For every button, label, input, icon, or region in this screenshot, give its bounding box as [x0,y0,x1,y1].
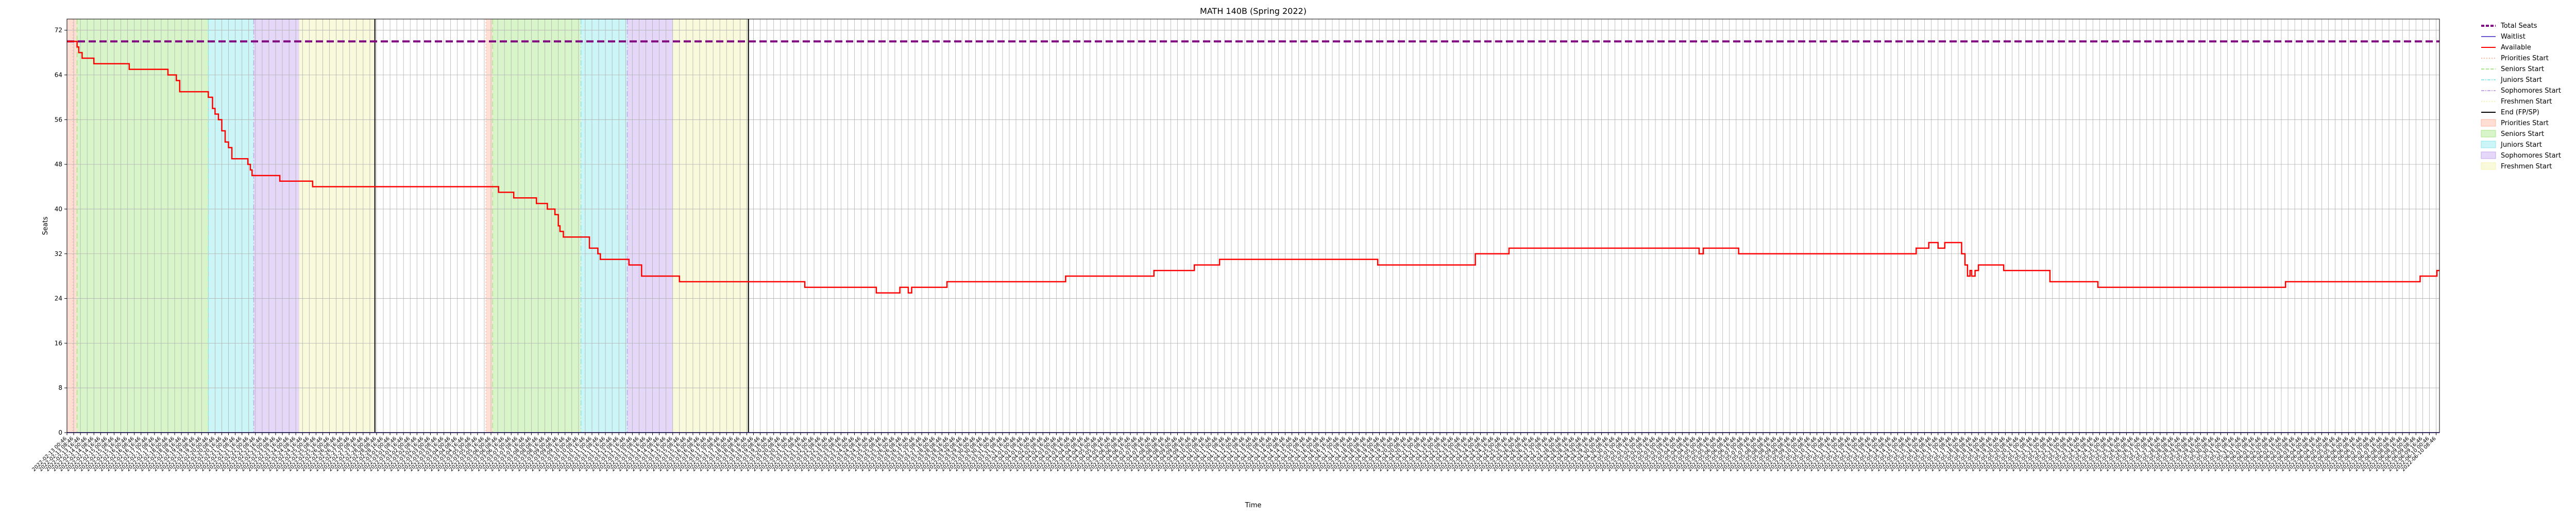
registration-vertical-lines [72,19,749,433]
legend-label: Sophomores Start [2501,87,2561,95]
grid-lines [66,19,2439,433]
span-seniors-start [77,19,209,433]
x-axis-label: Time [1245,502,1262,509]
y-axis-label: Seats [42,216,49,235]
legend-label: Sophomores Start [2501,152,2561,160]
series-available [67,41,2439,294]
legend-swatch-patch [2481,141,2496,148]
legend-label: Total Seats [2500,22,2537,30]
y-tick-label: 8 [58,384,62,391]
y-axis: 0 8 16 24 32 40 48 56 64 72 [55,27,67,436]
legend-swatch-patch [2481,162,2496,170]
plot-frame [66,19,2440,433]
span-freshmen-start [672,19,749,433]
legend-label: Waitlist [2501,33,2526,41]
y-tick-label: 32 [55,250,62,258]
span-juniors-start [208,19,254,433]
span-priorities-start [67,19,77,433]
legend-label: Seniors Start [2501,65,2544,73]
y-tick-label: 24 [55,295,62,302]
registration-period-spans [67,19,749,433]
legend-label: Juniors Start [2500,141,2542,149]
legend-swatch-patch [2481,151,2496,159]
legend-label: Priorities Start [2501,119,2549,127]
legend: Total Seats Waitlist Available Priorities S… [2481,22,2561,170]
legend-label: End (FP/SP) [2501,109,2539,116]
legend-label: Available [2501,44,2531,52]
legend-label: Freshmen Start [2501,98,2552,106]
span-sophomores-start [627,19,673,433]
y-tick-label: 16 [55,339,62,347]
legend-label: Juniors Start [2500,76,2542,84]
span-seniors-start [493,19,581,433]
y-tick-label: 72 [55,27,62,34]
legend-swatch-patch [2481,119,2496,127]
legend-label: Seniors Start [2501,130,2544,138]
span-sophomores-start [253,19,299,433]
span-priorities-start [486,19,493,433]
y-tick-label: 0 [58,429,62,436]
y-tick-label: 48 [55,161,62,168]
span-freshmen-start [299,19,375,433]
chart-title: MATH 140B (Spring 2022) [1200,6,1307,16]
span-juniors-start [581,19,628,433]
y-tick-label: 40 [55,205,62,213]
y-tick-label: 56 [55,116,62,123]
legend-label: Priorities Start [2501,55,2549,62]
legend-swatch-patch [2481,130,2496,138]
legend-label: Freshmen Start [2501,163,2552,170]
y-tick-label: 64 [55,72,62,79]
